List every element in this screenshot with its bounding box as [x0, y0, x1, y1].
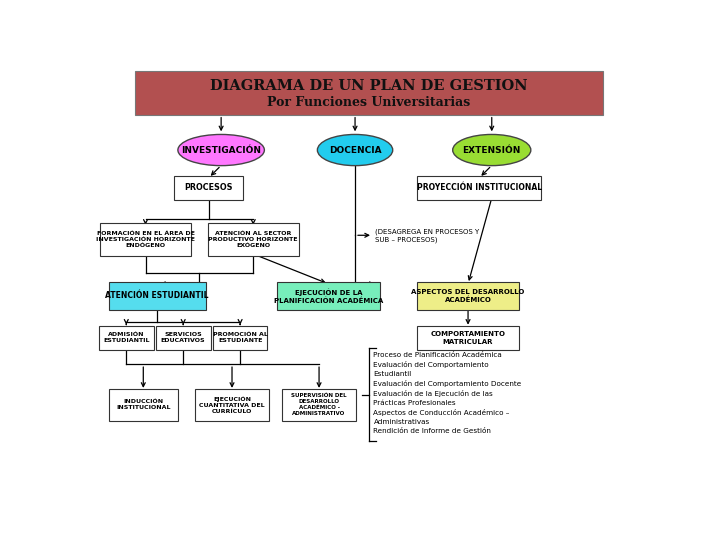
Text: EXTENSIÓN: EXTENSIÓN [462, 146, 521, 154]
FancyBboxPatch shape [195, 389, 269, 421]
Text: Rendición de Informe de Gestión: Rendición de Informe de Gestión [374, 428, 491, 434]
FancyBboxPatch shape [156, 326, 210, 350]
Text: INDUCCIÓN
INSTITUCIONAL: INDUCCIÓN INSTITUCIONAL [116, 400, 171, 410]
Text: Proceso de Planificación Académica: Proceso de Planificación Académica [374, 352, 503, 357]
Text: PROCESOS: PROCESOS [184, 184, 233, 192]
Text: PROYECCIÓN INSTITUCIONAL: PROYECCIÓN INSTITUCIONAL [417, 184, 541, 192]
FancyBboxPatch shape [417, 176, 541, 199]
Text: FORMACIÓN EN EL ÁREA DE
INVESTIGACIÓN HORIZONTE
ENDÓGENO: FORMACIÓN EN EL ÁREA DE INVESTIGACIÓN HO… [96, 231, 195, 248]
Text: (DESAGREGA EN PROCESOS Y
SUB – PROCESOS): (DESAGREGA EN PROCESOS Y SUB – PROCESOS) [374, 228, 479, 242]
FancyBboxPatch shape [99, 326, 153, 350]
FancyBboxPatch shape [109, 389, 178, 421]
Text: Aspectos de Conducción Académico –: Aspectos de Conducción Académico – [374, 409, 510, 416]
Text: ASPECTOS DEL DESARROLLO
ACADÉMICO: ASPECTOS DEL DESARROLLO ACADÉMICO [411, 289, 525, 303]
FancyBboxPatch shape [417, 326, 519, 350]
FancyBboxPatch shape [208, 223, 299, 255]
FancyBboxPatch shape [174, 176, 243, 199]
Text: Estudiantil: Estudiantil [374, 371, 412, 377]
FancyBboxPatch shape [135, 71, 603, 114]
FancyBboxPatch shape [100, 223, 191, 255]
Text: ATENCIÓN ESTUDIANTIL: ATENCIÓN ESTUDIANTIL [106, 292, 209, 300]
Text: SUPERVISIÓN DEL
DESARROLLO
ACADÉMICO -
ADMINISTRATIVO: SUPERVISIÓN DEL DESARROLLO ACADÉMICO - A… [292, 393, 347, 416]
Ellipse shape [178, 134, 264, 166]
Text: ADMISIÓN
ESTUDIANTIL: ADMISIÓN ESTUDIANTIL [103, 333, 150, 343]
FancyBboxPatch shape [282, 389, 356, 421]
Text: Evaluación del Comportamiento: Evaluación del Comportamiento [374, 361, 489, 368]
Text: EJECUCIÓN
CUANTITATIVA DEL
CURRÍCULO: EJECUCIÓN CUANTITATIVA DEL CURRÍCULO [199, 396, 265, 414]
Text: Prácticas Profesionales: Prácticas Profesionales [374, 400, 456, 406]
Text: Evaluación de la Ejecución de las: Evaluación de la Ejecución de las [374, 390, 493, 397]
FancyBboxPatch shape [213, 326, 267, 350]
Text: ATENCIÓN AL SECTOR
PRODUCTIVO HORIZONTE
EXÓGENO: ATENCIÓN AL SECTOR PRODUCTIVO HORIZONTE … [209, 231, 298, 248]
Text: Por Funciones Universitarias: Por Funciones Universitarias [267, 96, 471, 109]
Text: COMPORTAMIENTO
MATRICULAR: COMPORTAMIENTO MATRICULAR [431, 332, 505, 345]
FancyBboxPatch shape [417, 282, 519, 310]
Text: SERVICIOS
EDUCATIVOS: SERVICIOS EDUCATIVOS [161, 333, 205, 343]
Text: DOCENCIA: DOCENCIA [329, 146, 382, 154]
Ellipse shape [318, 134, 392, 166]
Text: Administrativas: Administrativas [374, 418, 430, 424]
Text: EJECUCIÓN DE LA
PLANIFICACIÓN ACADÉMICA: EJECUCIÓN DE LA PLANIFICACIÓN ACADÉMICA [274, 288, 383, 303]
Text: PROMOCIÓN AL
ESTUDIANTE: PROMOCIÓN AL ESTUDIANTE [212, 333, 268, 343]
Text: DIAGRAMA DE UN PLAN DE GESTION: DIAGRAMA DE UN PLAN DE GESTION [210, 79, 528, 92]
Text: INVESTIGACIÓN: INVESTIGACIÓN [181, 146, 261, 154]
FancyBboxPatch shape [109, 282, 205, 310]
FancyBboxPatch shape [277, 282, 379, 310]
Text: Evaluación del Comportamiento Docente: Evaluación del Comportamiento Docente [374, 380, 522, 387]
Ellipse shape [453, 134, 531, 166]
